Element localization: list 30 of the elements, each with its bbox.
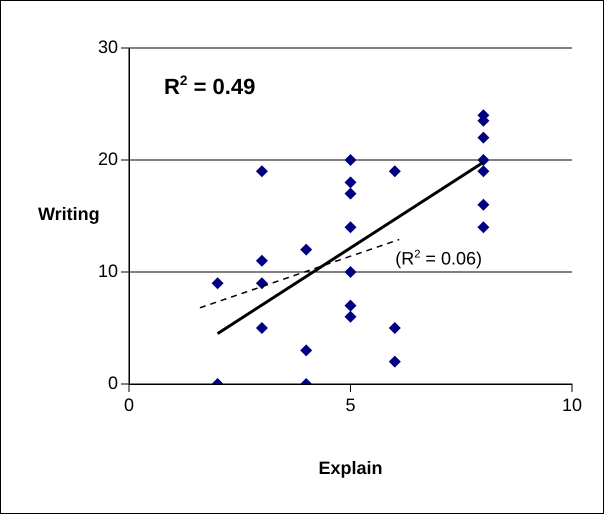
- point: [344, 154, 356, 166]
- y-tick-label: 20: [98, 148, 118, 169]
- x-axis-title: Explain: [318, 458, 383, 478]
- point: [477, 221, 490, 234]
- point: [344, 188, 356, 200]
- point: [477, 198, 490, 211]
- x-tick-label: 10: [562, 394, 582, 415]
- y-axis-title: Writing: [38, 204, 100, 224]
- point: [388, 356, 401, 368]
- point: [344, 300, 356, 312]
- x-tick-label: 0: [124, 394, 134, 415]
- point: [344, 310, 356, 323]
- point: [300, 244, 312, 256]
- point: [388, 322, 401, 334]
- point: [344, 221, 356, 234]
- point: [256, 322, 268, 334]
- x-tick-label: 5: [345, 394, 356, 415]
- y-tick-label: 30: [98, 36, 118, 57]
- point: [477, 165, 490, 178]
- point: [344, 176, 356, 188]
- point: [477, 132, 490, 144]
- point: [344, 266, 356, 278]
- point: [212, 277, 224, 290]
- y-tick-label: 10: [98, 260, 118, 281]
- point: [388, 165, 401, 178]
- y-tick-label: 0: [108, 372, 118, 393]
- point: [300, 344, 312, 356]
- point: [256, 277, 268, 290]
- point: [256, 254, 268, 267]
- point: [256, 165, 268, 178]
